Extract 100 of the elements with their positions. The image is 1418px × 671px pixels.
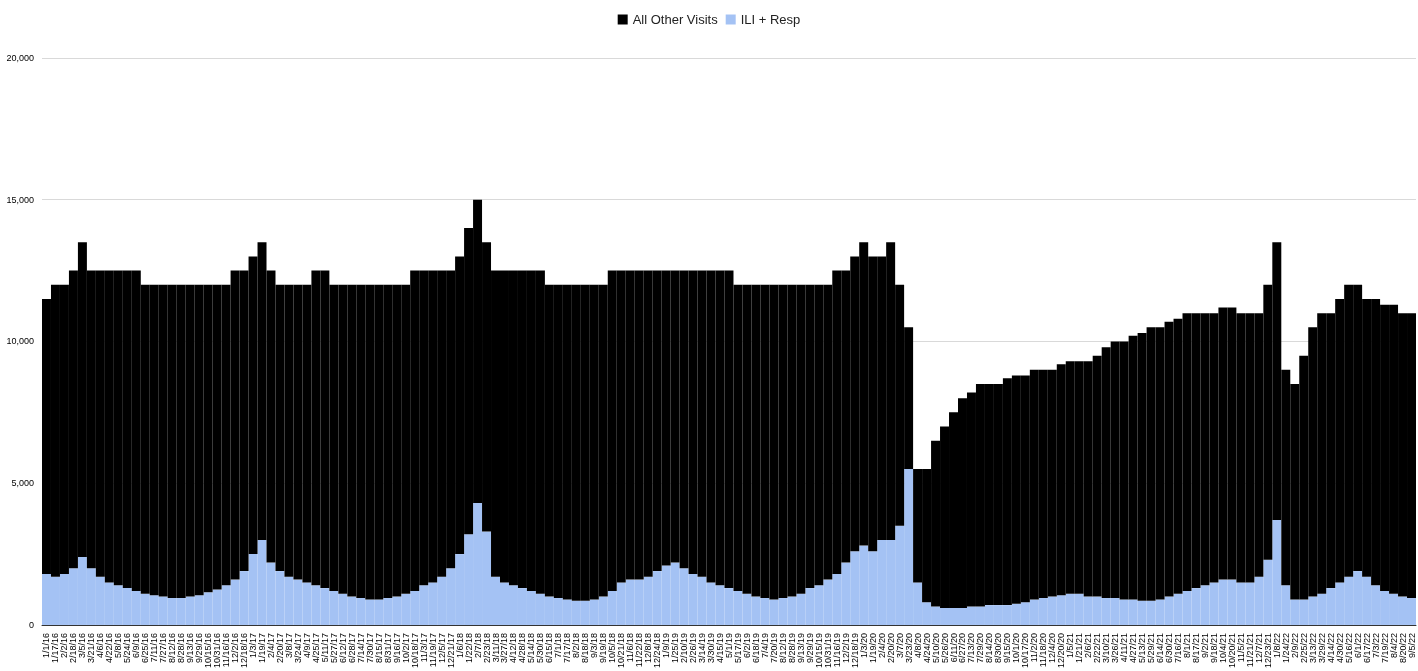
x-tick-label: 7/16/21 bbox=[1173, 632, 1184, 663]
x-tick-label: 6/18/19 bbox=[750, 632, 761, 663]
x-tick-label: 12/7/21 bbox=[1253, 632, 1264, 663]
x-tick-label: 8/28/16 bbox=[176, 632, 187, 663]
x-tick-label: 9/15/20 bbox=[1002, 632, 1013, 663]
x-tick-label: 6/25/16 bbox=[140, 632, 151, 663]
x-tick-label: 11/19/17 bbox=[427, 632, 438, 668]
x-tick-label: 1/17/16 bbox=[50, 632, 61, 663]
x-tick-label: 5/13/21 bbox=[1137, 632, 1148, 663]
y-tick-label: 0 bbox=[28, 619, 34, 630]
x-tick-label: 6/30/21 bbox=[1164, 632, 1175, 663]
x-tick-label: 2/4/20 bbox=[876, 632, 887, 658]
x-tick-label: 3/7/20 bbox=[894, 632, 905, 658]
x-tick-label: 4/6/16 bbox=[95, 632, 106, 658]
x-tick-label: 3/24/17 bbox=[292, 632, 303, 663]
x-tick-label: 6/15/18 bbox=[544, 632, 555, 663]
x-tick-label: 9/3/18 bbox=[589, 632, 600, 658]
x-tick-label: 6/12/17 bbox=[337, 632, 348, 663]
x-tick-label: 4/27/21 bbox=[1128, 632, 1139, 663]
x-tick-label: 12/5/17 bbox=[436, 632, 447, 663]
x-tick-label: 8/2/18 bbox=[571, 632, 582, 658]
x-tick-label: 7/14/17 bbox=[355, 632, 366, 663]
x-tick-label: 5/17/19 bbox=[732, 632, 743, 663]
x-tick-label: 7/13/20 bbox=[966, 632, 977, 663]
x-tick-label: 5/29/21 bbox=[1146, 632, 1157, 663]
x-tick-label: 3/11/18 bbox=[490, 632, 501, 663]
x-tick-label: 2/22/21 bbox=[1092, 632, 1103, 663]
x-tick-label: 9/29/19 bbox=[804, 632, 815, 663]
x-tick-label: 9/2/21 bbox=[1199, 632, 1210, 658]
x-tick-label: 7/20/19 bbox=[768, 632, 779, 663]
x-tick-label: 4/28/18 bbox=[517, 632, 528, 663]
x-tick-label: 8/14/20 bbox=[984, 632, 995, 663]
x-tick-label: 11/18/20 bbox=[1038, 632, 1049, 668]
x-tick-label: 1/25/19 bbox=[670, 632, 681, 663]
x-tick-label: 12/23/21 bbox=[1262, 632, 1273, 669]
x-tick-label: 11/21/21 bbox=[1244, 632, 1255, 668]
x-tick-label: 9/29/16 bbox=[194, 632, 205, 663]
x-tick-label: 5/8/16 bbox=[113, 632, 124, 658]
x-tick-label: 2/25/22 bbox=[1298, 632, 1309, 663]
x-tick-label: 9/5/22 bbox=[1406, 632, 1417, 658]
x-tick-label: 6/28/17 bbox=[346, 632, 357, 663]
x-tick-label: 8/4/22 bbox=[1388, 632, 1399, 658]
x-tick-label: 9/19/18 bbox=[598, 632, 609, 663]
x-tick-label: 7/1/18 bbox=[553, 632, 564, 658]
x-tick-label: 10/15/19 bbox=[813, 632, 824, 669]
x-tick-label: 6/17/22 bbox=[1361, 632, 1372, 663]
x-tick-label: 10/1/20 bbox=[1011, 632, 1022, 663]
x-tick-label: 5/11/17 bbox=[319, 632, 330, 663]
x-tick-label: 1/9/19 bbox=[661, 632, 672, 658]
x-tick-label: 10/18/17 bbox=[409, 632, 420, 669]
x-tick-label: 5/30/18 bbox=[535, 632, 546, 663]
x-tick-label: 2/4/17 bbox=[266, 632, 276, 658]
x-tick-label: 5/1/19 bbox=[724, 632, 734, 658]
x-tick-label: 1/1/16 bbox=[41, 632, 52, 658]
y-tick-label: 5,000 bbox=[11, 478, 34, 489]
x-tick-label: 1/22/18 bbox=[463, 632, 474, 663]
x-tick-label: 6/14/21 bbox=[1155, 632, 1166, 663]
x-tick-label: 7/3/22 bbox=[1370, 632, 1381, 658]
x-tick-label: 11/5/21 bbox=[1235, 632, 1246, 663]
x-tick-label: 1/24/22 bbox=[1280, 632, 1291, 663]
x-tick-label: 3/27/18 bbox=[499, 632, 510, 663]
x-tick-label: 4/11/21 bbox=[1119, 632, 1130, 663]
x-tick-label: 2/20/20 bbox=[885, 632, 896, 663]
x-tick-label: 2/10/19 bbox=[679, 632, 690, 663]
x-tick-label: 10/20/21 bbox=[1226, 632, 1237, 669]
x-tick-label: 2/9/22 bbox=[1289, 632, 1300, 658]
x-tick-label: 2/7/18 bbox=[472, 632, 483, 658]
x-tick-label: 9/16/17 bbox=[391, 632, 402, 663]
x-tick-label: 3/14/19 bbox=[697, 632, 708, 663]
x-tick-label: 5/27/17 bbox=[328, 632, 339, 663]
x-tick-label: 10/2/17 bbox=[400, 632, 411, 663]
x-tick-label: 8/12/16 bbox=[167, 632, 178, 663]
x-tick-label: 5/14/18 bbox=[526, 632, 537, 663]
x-tick-label: 3/26/21 bbox=[1110, 632, 1121, 663]
x-tick-label: 7/19/22 bbox=[1379, 632, 1390, 663]
x-tick-label: 2/18/16 bbox=[68, 632, 79, 663]
x-tick-label: 4/9/17 bbox=[301, 632, 312, 658]
x-tick-label: 6/2/19 bbox=[741, 632, 752, 658]
x-tick-label: 8/31/17 bbox=[382, 632, 393, 663]
x-tick-label: 5/24/16 bbox=[122, 632, 133, 663]
x-tick-label: 3/10/21 bbox=[1101, 632, 1112, 663]
x-tick-label: 1/3/20 bbox=[858, 632, 869, 658]
x-tick-label: 1/21/21 bbox=[1074, 632, 1085, 663]
x-tick-label: 12/8/18 bbox=[643, 632, 654, 663]
legend-label: ILI + Resp bbox=[740, 12, 801, 27]
x-tick-label: 11/16/19 bbox=[831, 632, 842, 668]
x-tick-label: 3/30/19 bbox=[706, 632, 717, 663]
x-tick-label: 3/23/20 bbox=[903, 632, 914, 663]
x-tick-label: 9/13/16 bbox=[185, 632, 196, 663]
x-tick-label: 3/13/22 bbox=[1307, 632, 1318, 663]
x-tick-label: 12/18/19 bbox=[849, 632, 860, 669]
x-tick-label: 10/5/18 bbox=[607, 632, 618, 663]
x-tick-label: 8/20/22 bbox=[1397, 632, 1408, 663]
x-tick-label: 6/11/20 bbox=[948, 632, 959, 663]
x-tick-label: 7/4/19 bbox=[759, 632, 770, 658]
x-tick-label: 12/4/20 bbox=[1047, 632, 1058, 663]
y-tick-label: 15,000 bbox=[6, 194, 34, 205]
x-tick-label: 11/22/18 bbox=[634, 632, 645, 668]
x-tick-label: 11/2/20 bbox=[1029, 632, 1040, 663]
x-tick-label: 3/8/17 bbox=[283, 632, 294, 658]
